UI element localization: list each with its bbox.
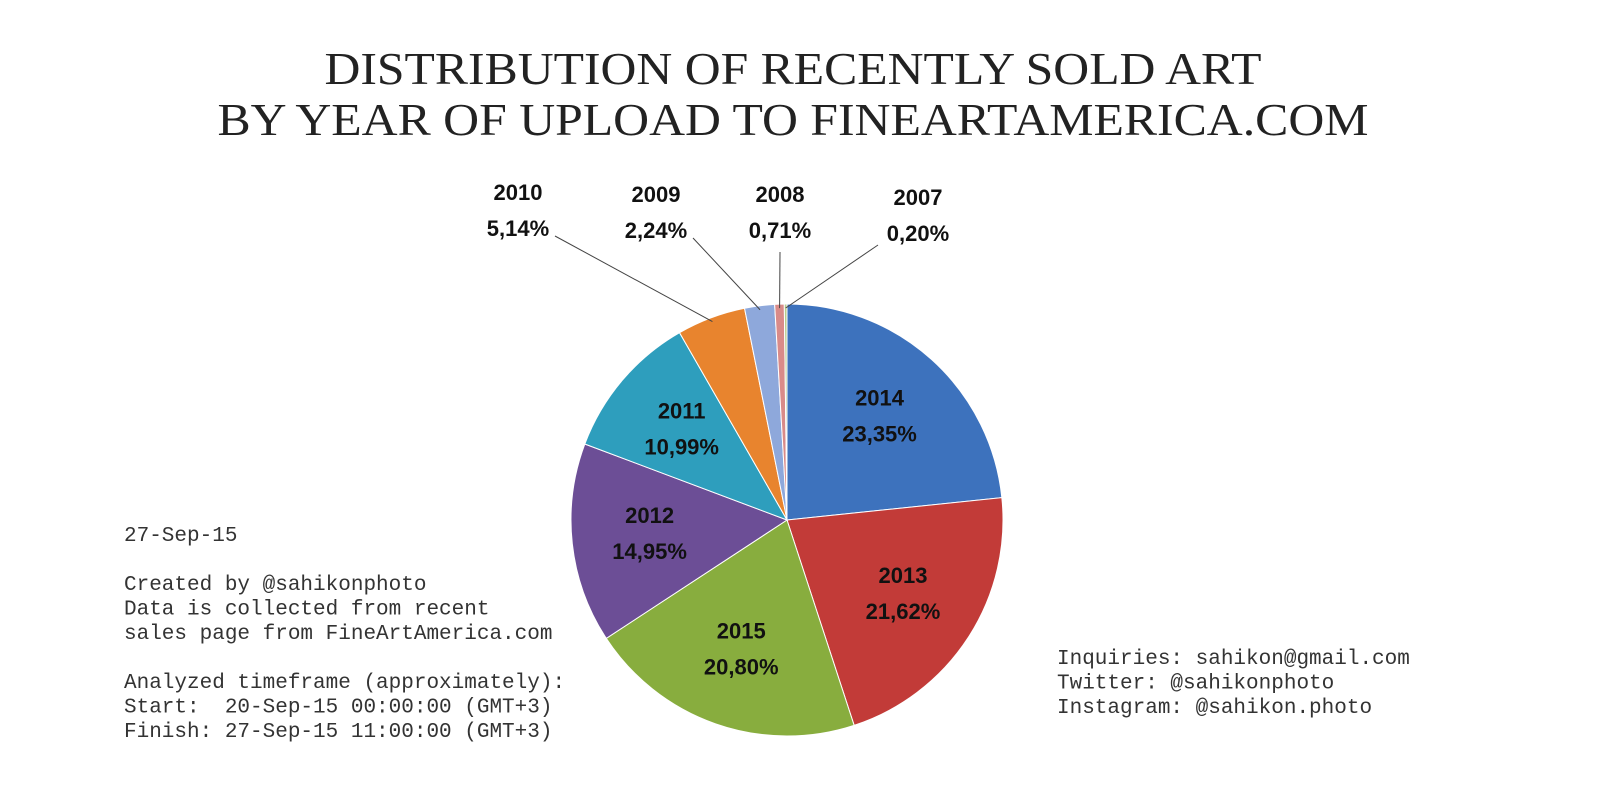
slice-category: 2007: [894, 185, 943, 210]
annotation: Inquiries: sahikon@gmail.com: [1057, 648, 1410, 671]
chart-title: BY YEAR OF UPLOAD TO FINEARTAMERICA.COM: [218, 94, 1369, 145]
annotation: Instagram: @sahikon.photo: [1057, 697, 1372, 720]
annotation: Data is collected from recent: [124, 599, 489, 622]
slice-value-label: 0,20%: [887, 221, 949, 246]
pie-slice: [605, 519, 855, 737]
slice-value-label: 5,14%: [487, 216, 549, 241]
slice-value-label: 2,24%: [625, 218, 687, 243]
annotation: Analyzed timeframe (approximately):: [124, 672, 565, 695]
slice-value-label: 20,80%: [704, 654, 779, 679]
slice-category: 2012: [625, 503, 674, 528]
slice-category: 2008: [756, 182, 805, 207]
slice-value-label: 21,62%: [866, 599, 941, 624]
annotation: sales page from FineArtAmerica.com: [124, 623, 552, 646]
slice-value-label: 0,71%: [749, 218, 811, 243]
pie-slice: [783, 303, 788, 521]
slice-value-label: 10,99%: [644, 434, 719, 459]
annotation: Start: 20-Sep-15 00:00:00 (GMT+3): [124, 697, 552, 720]
leader-line: [785, 244, 879, 309]
slice-category: 2013: [878, 563, 927, 588]
slice-value-label: 14,95%: [612, 539, 687, 564]
pie-slice: [570, 443, 789, 640]
leader-line: [692, 237, 761, 311]
chart-title: DISTRIBUTION OF RECENTLY SOLD ART: [325, 43, 1262, 94]
annotation: 27-Sep-15: [124, 525, 237, 548]
slice-category: 2010: [494, 180, 543, 205]
slice-category: 2014: [855, 385, 905, 410]
annotation: Twitter: @sahikonphoto: [1057, 673, 1334, 696]
pie-slice: [786, 303, 1003, 521]
slice-value-label: 23,35%: [842, 421, 917, 446]
slice-category: 2011: [658, 398, 706, 423]
leader-line: [554, 235, 713, 322]
annotation: Created by @sahikonphoto: [124, 574, 426, 597]
pie-slice: [786, 497, 1004, 726]
slice-category: 2015: [717, 618, 766, 643]
slice-category: 2009: [632, 182, 681, 207]
pie-slice: [584, 331, 789, 521]
annotation: Finish: 27-Sep-15 11:00:00 (GMT+3): [124, 721, 552, 744]
